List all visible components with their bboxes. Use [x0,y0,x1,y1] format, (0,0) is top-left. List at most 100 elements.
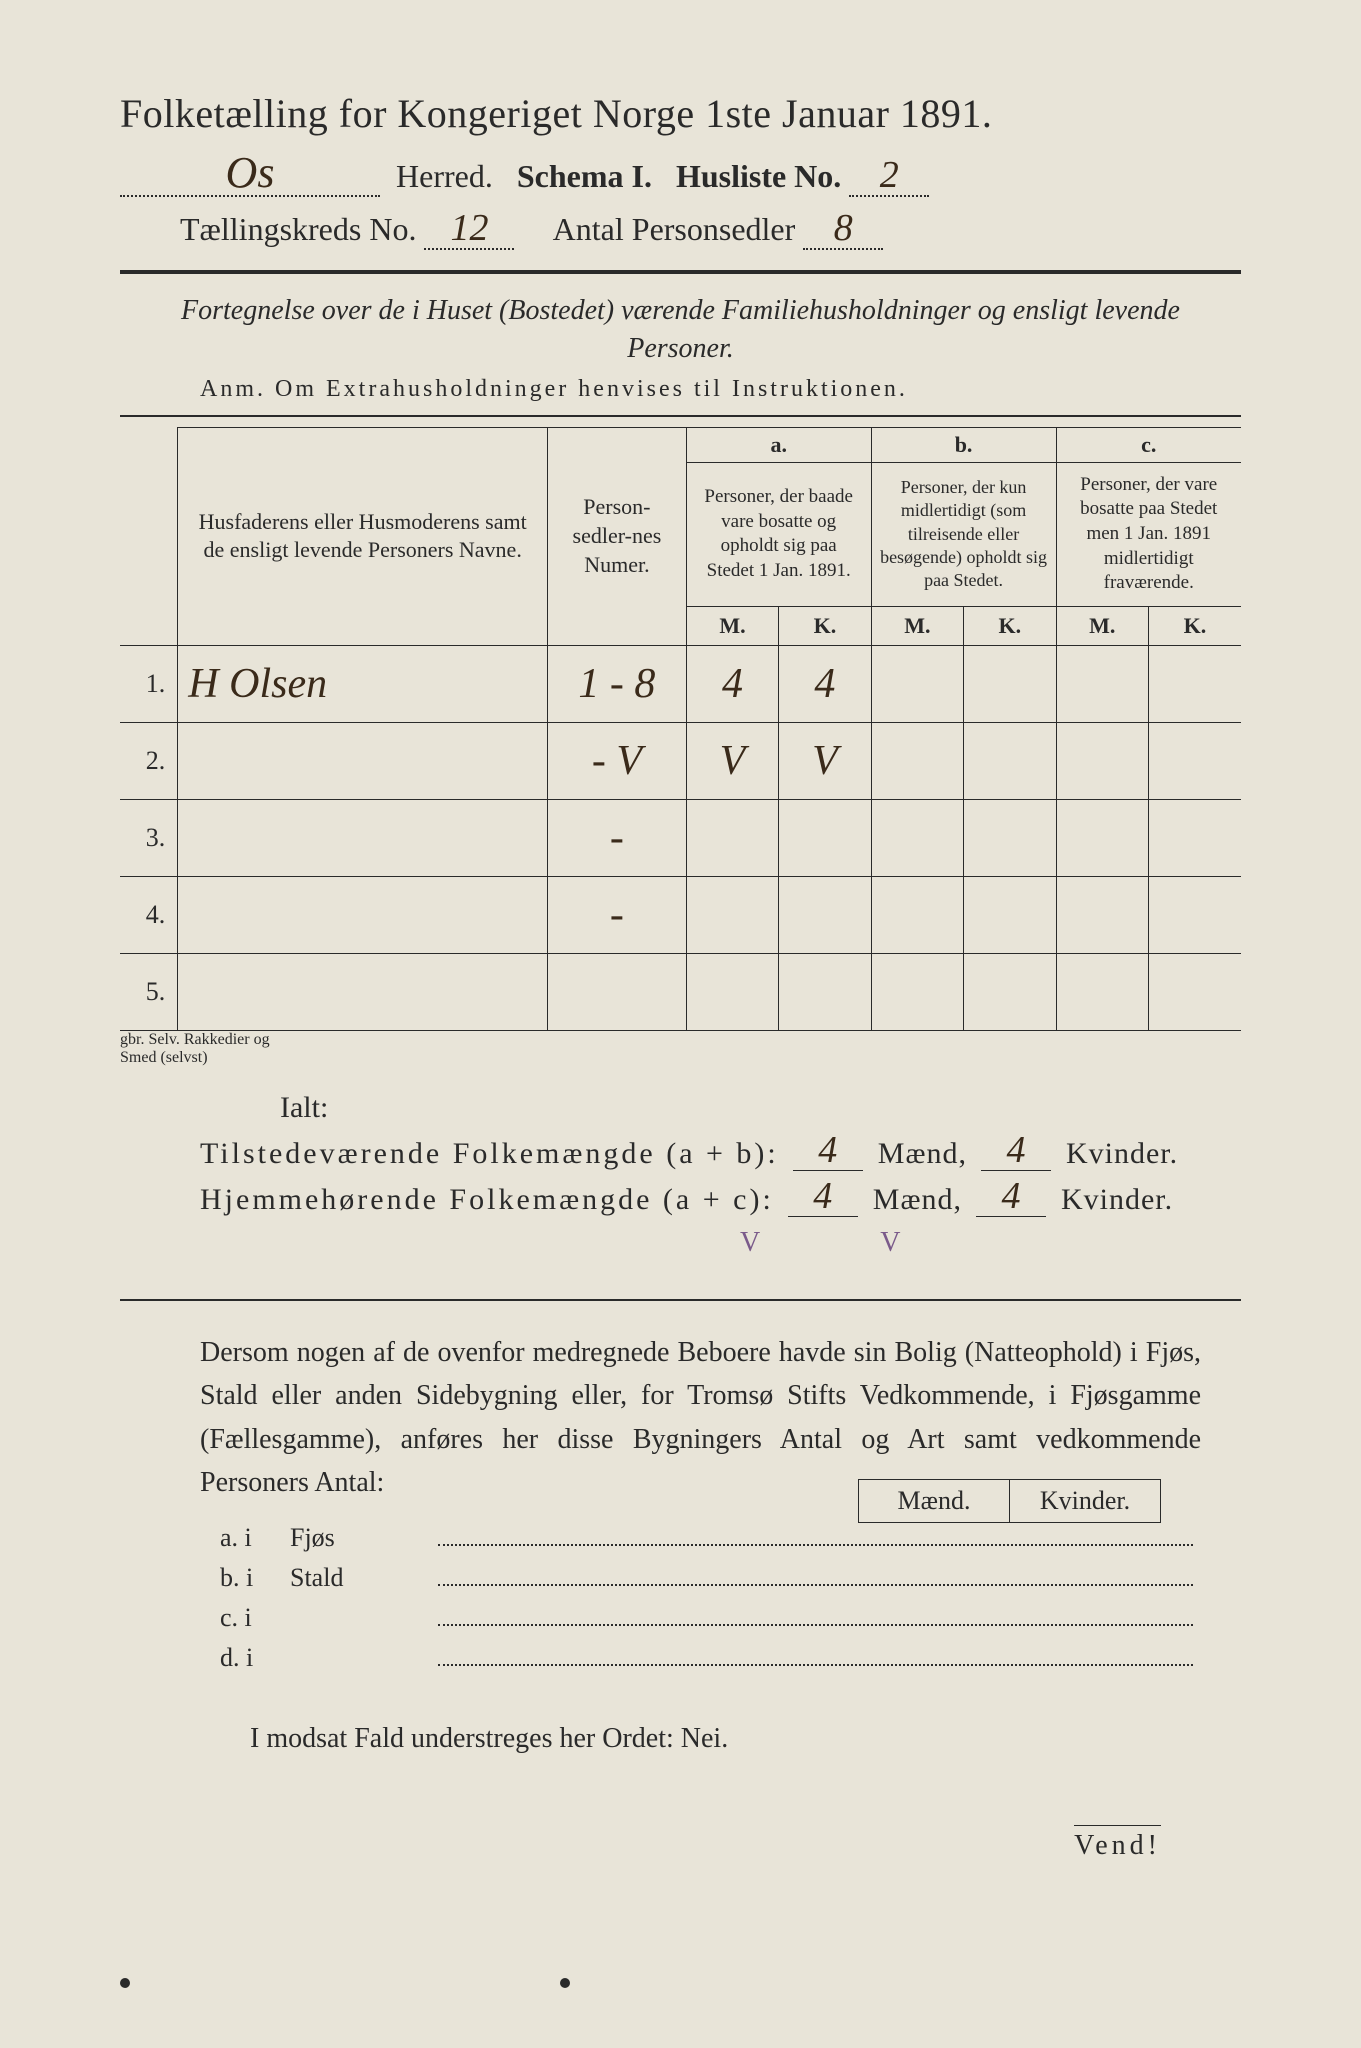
row-num: 4. [120,877,178,954]
nei-line: I modsat Fald understreges her Ordet: Ne… [250,1723,1241,1755]
cK-cell [1148,723,1241,800]
row-num: 3. [120,800,178,877]
psn-cell: - [548,877,687,954]
bM-cell [871,954,963,1031]
b-M: M. [871,607,963,646]
abcd-row: c. i [220,1603,1201,1633]
abcd-label: c. i [220,1603,290,1633]
table-row: 4. - [120,877,1241,954]
a-K: K. [779,607,871,646]
group-c-header: Personer, der vare bosatte paa Stedet me… [1056,462,1241,606]
psn-cell [548,954,687,1031]
psn-cell: 1 - 8 [548,646,687,723]
kvinder-col: Kvinder. [1009,1479,1161,1523]
cM-cell [1056,723,1148,800]
bM-cell [871,800,963,877]
cM-cell [1056,646,1148,723]
bM-cell [871,723,963,800]
abcd-row: d. i [220,1643,1201,1673]
group-c-label: c. [1056,427,1241,462]
group-a-label: a. [686,427,871,462]
c-M: M. [1056,607,1148,646]
name-cell: H Olsen [178,646,548,723]
group-b-label: b. [871,427,1056,462]
rule-top [120,270,1241,274]
herred-label: Herred. [396,158,493,194]
husliste-value: 2 [880,154,899,196]
col-names-header: Husfaderens eller Husmoderens samt de en… [178,427,548,645]
sum-line-1: Tilstedeværende Folkemængde (a + b): 4 M… [200,1135,1241,1171]
name-cell [178,877,548,954]
c-K: K. [1148,607,1241,646]
cM-cell [1056,800,1148,877]
herred-value: Os [226,148,275,197]
abcd-label: d. i [220,1643,290,1673]
cM-cell [1056,954,1148,1031]
name-cell [178,954,548,1031]
aM-cell [686,954,778,1031]
aK-cell [779,877,871,954]
table-wrap: Husfaderens eller Husmoderens samt de en… [120,427,1241,1067]
bK-cell [964,877,1056,954]
abcd-label: b. i [220,1563,290,1593]
aM-cell: 4 [686,646,778,723]
abcd-label: a. i [220,1523,290,1553]
table-row: 2.- VVV [120,723,1241,800]
census-form-page: Folketælling for Kongeriget Norge 1ste J… [0,0,1361,2048]
header-line-1: Os Herred. Schema I. Husliste No. 2 [120,155,1241,197]
check-marks: VV [740,1227,1241,1259]
page-title: Folketælling for Kongeriget Norge 1ste J… [120,90,1241,137]
cK-cell [1148,800,1241,877]
psn-cell: - [548,800,687,877]
cK-cell [1148,646,1241,723]
ialt-label: Ialt: [280,1091,1241,1125]
bM-cell [871,646,963,723]
abcd-row: b. iStald [220,1563,1201,1593]
a-M: M. [686,607,778,646]
aM-cell [686,800,778,877]
table-row: 3. - [120,800,1241,877]
b-K: K. [964,607,1056,646]
margin-note: Smed (selvst) [120,1049,320,1067]
bK-cell [964,954,1056,1031]
table-row: 5. [120,954,1241,1031]
schema-label: Schema I. [517,158,652,194]
antal-value: 8 [834,207,853,249]
aK-cell [779,800,871,877]
aM-cell [686,877,778,954]
lower-block: Mænd.Kvinder. a. iFjøsb. iStaldc. id. i [220,1523,1201,1673]
punch-dot-left [120,1978,130,1988]
group-a-header: Personer, der baade vare bosatte og opho… [686,462,871,606]
bK-cell [964,646,1056,723]
cK-cell [1148,954,1241,1031]
bK-cell [964,723,1056,800]
mk-header: Mænd.Kvinder. [858,1479,1161,1523]
bK-cell [964,800,1056,877]
group-b-header: Personer, der kun midlertidigt (som tilr… [871,462,1056,606]
husliste-label: Husliste No. [676,158,841,194]
cM-cell [1056,877,1148,954]
dotted-line [438,1523,1193,1546]
cK-cell [1148,877,1241,954]
abcd-kind: Fjøs [290,1523,430,1553]
row-num: 5. [120,954,178,1031]
col-psn-header: Person-sedler-nes Numer. [548,427,687,645]
sum1-k: 4 [1006,1129,1026,1171]
household-table: Husfaderens eller Husmoderens samt de en… [120,427,1241,1031]
punch-dot-mid [560,1978,570,1988]
intro-text: Fortegnelse over de i Huset (Bostedet) v… [160,292,1201,368]
kreds-label: Tællingskreds No. [180,211,416,247]
rule-above-table [120,415,1241,417]
vend-label: Vend! [1074,1825,1161,1862]
aM-cell: V [686,723,778,800]
header-line-2: Tællingskreds No. 12 Antal Personsedler … [180,211,1241,250]
psn-cell: - V [548,723,687,800]
margin-note: gbr. Selv. Rakkedier og [120,1031,320,1049]
sum2-m: 4 [813,1175,833,1217]
sum1-m: 4 [818,1129,838,1171]
aK-cell: V [779,723,871,800]
abcd-row: a. iFjøs [220,1523,1201,1553]
name-cell [178,723,548,800]
aK-cell [779,954,871,1031]
dotted-line [438,1603,1193,1626]
